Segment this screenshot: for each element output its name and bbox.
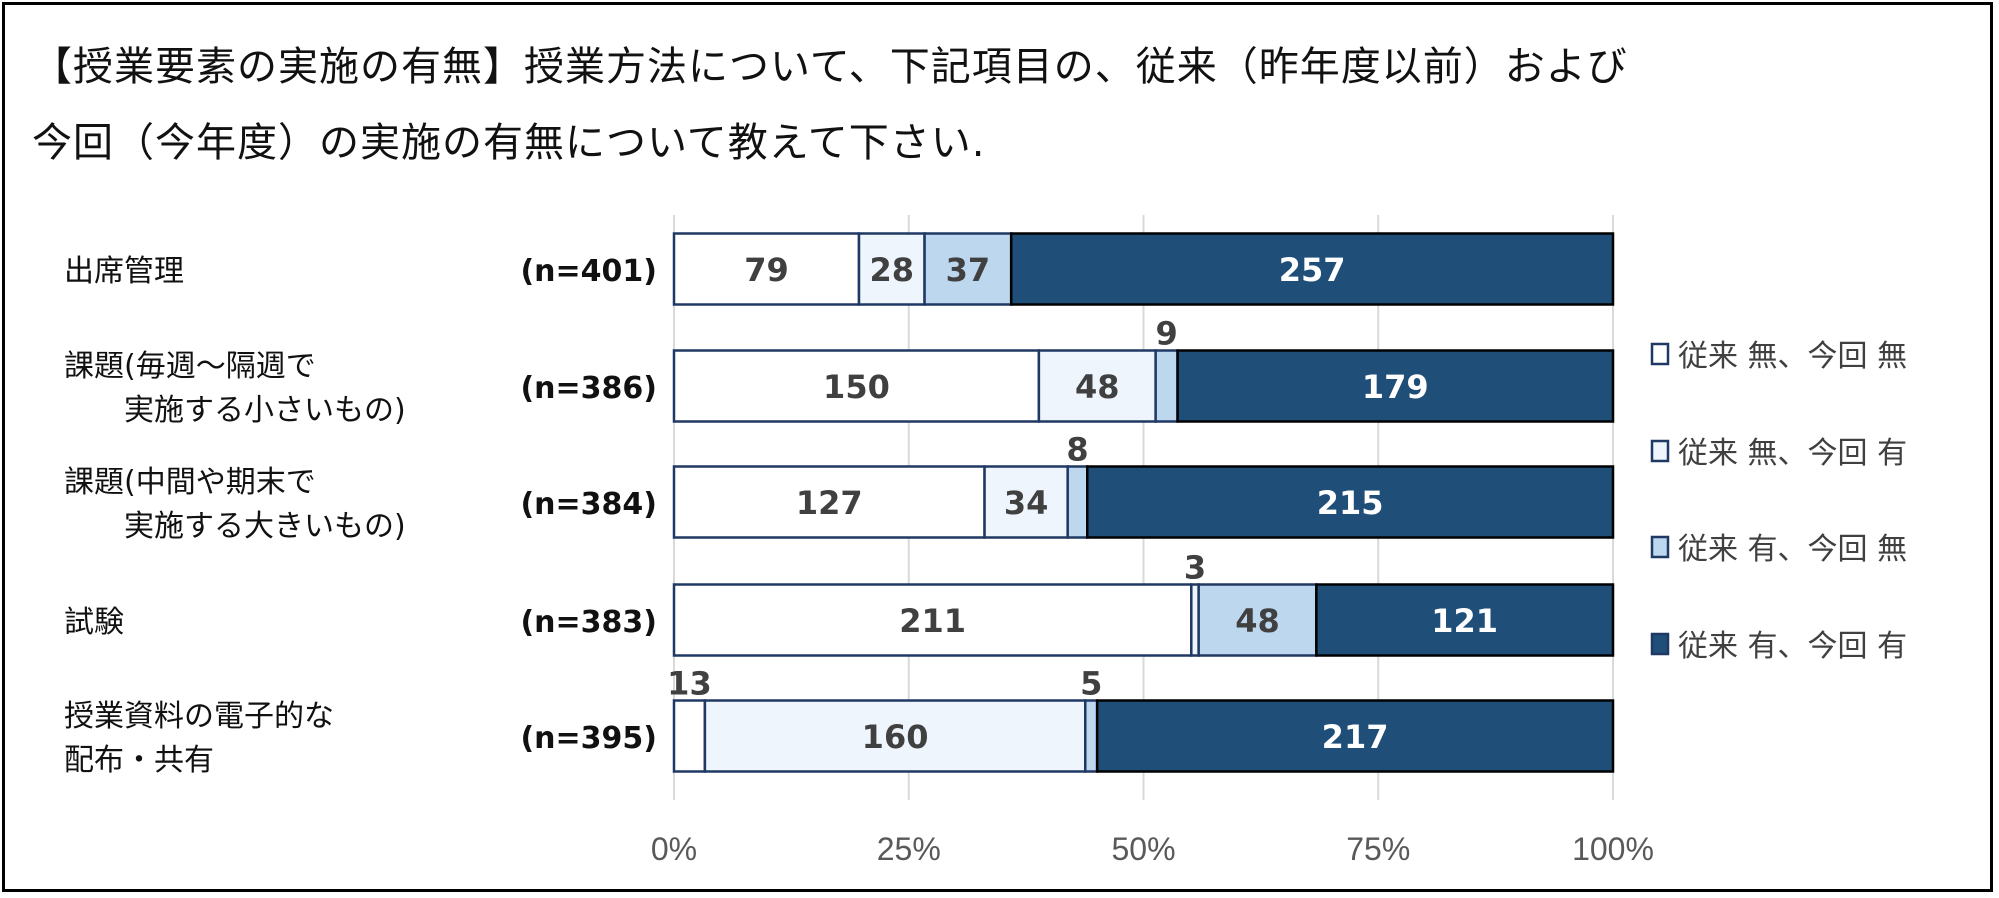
category-label: 出席管理 bbox=[64, 254, 184, 289]
data-label: 150 bbox=[823, 368, 890, 406]
x-tick-label: 0% bbox=[651, 831, 697, 867]
category-label: 実施する小さいもの) bbox=[64, 393, 406, 428]
category-label: 試験 bbox=[64, 605, 124, 640]
sample-size-label: (n=383) bbox=[520, 605, 657, 640]
bar-segment bbox=[1095, 699, 1615, 773]
category-label: 課題(毎週～隔週で bbox=[64, 349, 316, 384]
legend-swatch bbox=[1650, 342, 1670, 366]
x-tick-label: 100% bbox=[1572, 831, 1654, 867]
data-label: 257 bbox=[1279, 251, 1346, 289]
legend-swatch bbox=[1650, 439, 1670, 463]
bar-segment bbox=[1315, 583, 1615, 657]
data-label: 13 bbox=[667, 665, 712, 703]
bar-segment bbox=[672, 349, 1041, 423]
data-label: 9 bbox=[1155, 315, 1177, 353]
bar-segment bbox=[1154, 349, 1179, 423]
category-label: 実施する大きいもの) bbox=[64, 509, 406, 544]
data-label: 5 bbox=[1080, 665, 1102, 703]
legend-label: 従来 有、今回 有 bbox=[1678, 629, 1907, 664]
legend-swatch bbox=[1650, 632, 1670, 656]
data-label: 8 bbox=[1066, 431, 1088, 469]
x-tick-label: 75% bbox=[1346, 831, 1410, 867]
data-label: 48 bbox=[1075, 368, 1120, 406]
bar-segment bbox=[1176, 349, 1615, 423]
data-label: 48 bbox=[1235, 602, 1280, 640]
data-label: 28 bbox=[870, 251, 915, 289]
data-label: 215 bbox=[1317, 484, 1384, 522]
data-label: 217 bbox=[1322, 718, 1389, 756]
legend-label: 従来 無、今回 無 bbox=[1678, 339, 1907, 374]
bar-segment bbox=[1037, 349, 1157, 423]
bar-segment bbox=[703, 699, 1087, 773]
bar-segment bbox=[1197, 583, 1318, 657]
bar-segment bbox=[1066, 465, 1089, 539]
bar-segment bbox=[672, 583, 1193, 657]
data-label: 211 bbox=[899, 602, 966, 640]
sample-size-label: (n=401) bbox=[520, 254, 657, 289]
legend-label: 従来 無、今回 有 bbox=[1678, 436, 1907, 471]
data-label: 121 bbox=[1431, 602, 1498, 640]
legend-label: 従来 有、今回 無 bbox=[1678, 532, 1907, 567]
sample-size-label: (n=386) bbox=[520, 371, 657, 406]
data-label: 3 bbox=[1184, 549, 1206, 587]
category-label: 課題(中間や期末で bbox=[64, 465, 316, 500]
data-label: 160 bbox=[862, 718, 929, 756]
bar-segment bbox=[1084, 699, 1099, 773]
bar-segment bbox=[1009, 232, 1615, 306]
category-label: 授業資料の電子的な bbox=[64, 699, 334, 734]
bar-segment bbox=[672, 465, 986, 539]
sample-size-label: (n=384) bbox=[520, 487, 657, 522]
bar-segment bbox=[672, 232, 861, 306]
sample-size-label: (n=395) bbox=[520, 721, 657, 756]
data-label: 127 bbox=[796, 484, 863, 522]
data-label: 79 bbox=[744, 251, 789, 289]
x-tick-label: 50% bbox=[1111, 831, 1175, 867]
chart-title-line-1: 【授業要素の実施の有無】授業方法について、下記項目の、従来（昨年度以前）および bbox=[32, 44, 1628, 90]
data-label: 179 bbox=[1362, 368, 1429, 406]
legend-swatch bbox=[1650, 535, 1670, 559]
chart-title-line-2: 今回（今年度）の実施の有無について教えて下さい. bbox=[32, 120, 986, 166]
bar-segment bbox=[672, 699, 707, 773]
data-label: 37 bbox=[946, 251, 991, 289]
x-tick-label: 25% bbox=[877, 831, 941, 867]
data-label: 34 bbox=[1004, 484, 1049, 522]
bar-segment bbox=[1086, 465, 1615, 539]
category-label: 配布・共有 bbox=[64, 743, 214, 778]
